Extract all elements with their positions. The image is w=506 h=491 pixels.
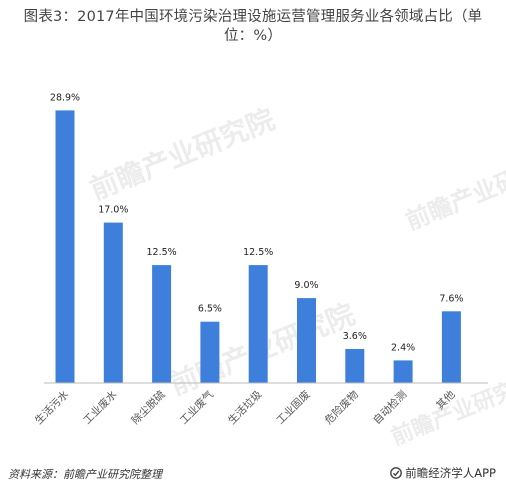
x-tick-label: 生活垃圾 [225, 388, 264, 427]
x-tick-label: 除尘脱硫 [129, 388, 168, 427]
brand-footer: 前瞻经济学人APP [390, 465, 496, 481]
watermark-text: 前瞻产业研究院 [402, 147, 506, 236]
chart-title: 图表3：2017年中国环境污染治理设施运营管理服务业各领域占比（单位：%） [23, 9, 483, 44]
x-tick-label: 工业固废 [274, 388, 313, 427]
value-labels-group: 28.9% 17.0% 12.5% 6.5% 12.5% 9.0% 3.6% 2.4% 7.6% [50, 92, 464, 353]
bar-9 [441, 311, 461, 383]
x-tick-label: 生活污水 [32, 388, 71, 427]
tick-labels-group: 生活污水 工业废水 除尘脱硫 工业废气 生活垃圾 工业固废 危险废物 自动检测 其他 [32, 388, 458, 427]
x-tick-label: 工业废水 [81, 388, 120, 427]
bar-value-label: 9.0% [294, 280, 318, 291]
bar-value-label: 6.5% [198, 304, 222, 315]
bar-2 [103, 222, 123, 383]
bar-6 [297, 298, 316, 383]
bar-value-label: 12.5% [147, 247, 177, 258]
qianzhan-logo-icon [390, 467, 403, 479]
bar-value-label: 17.0% [98, 205, 128, 216]
bar-value-label: 3.6% [343, 331, 367, 342]
bar-1 [55, 110, 75, 384]
bar-4 [200, 321, 220, 383]
bar-value-label: 2.4% [391, 342, 415, 353]
x-tick-label: 危险废物 [322, 388, 361, 427]
brand-label: 前瞻经济学人APP [405, 466, 496, 480]
source-note: 资料来源：前瞻产业研究院整理 [8, 468, 162, 481]
bars-group [55, 110, 461, 384]
watermark-text: 前瞻产业研究院 [85, 102, 279, 206]
bar-value-label: 12.5% [243, 247, 273, 258]
bar-8 [393, 360, 413, 383]
bar-5 [248, 265, 268, 383]
bar-7 [345, 349, 365, 383]
bar-3 [152, 265, 172, 383]
bar-value-label: 7.6% [439, 293, 463, 304]
bar-value-label: 28.9% [50, 92, 80, 103]
